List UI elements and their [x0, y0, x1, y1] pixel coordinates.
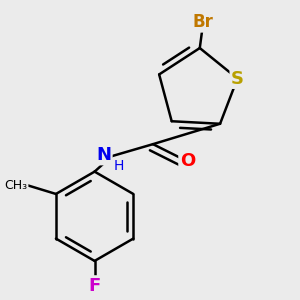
Text: N: N — [97, 146, 112, 164]
Text: H: H — [113, 159, 124, 173]
Text: O: O — [180, 152, 195, 170]
Text: Br: Br — [193, 13, 214, 31]
Text: F: F — [88, 277, 101, 295]
Text: S: S — [231, 70, 244, 88]
Text: CH₃: CH₃ — [4, 179, 28, 192]
